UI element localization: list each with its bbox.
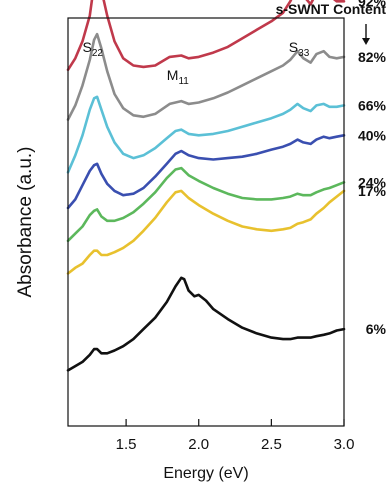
series-line-5 bbox=[66, 189, 346, 275]
peak-labels: S22 M11 S33 bbox=[83, 39, 310, 87]
content-header: s-SWNT Content bbox=[276, 1, 387, 17]
peak-label-0: S22 bbox=[83, 39, 104, 59]
series-line-2 bbox=[66, 95, 346, 174]
series-label-2: 66% bbox=[358, 97, 387, 113]
series-label-5: 17% bbox=[358, 183, 387, 199]
series-line-4 bbox=[66, 166, 346, 243]
series-line-0 bbox=[66, 0, 346, 72]
series-label-0: 92% bbox=[358, 0, 387, 9]
series-line-1 bbox=[66, 32, 346, 121]
x-tick-label-3: 3.0 bbox=[334, 436, 355, 453]
x-tick-label-0: 1.5 bbox=[116, 436, 137, 453]
peak-label-1: M11 bbox=[167, 67, 189, 87]
series-label-4: 24% bbox=[358, 174, 387, 190]
series-label-6: 6% bbox=[366, 321, 387, 337]
series-label-3: 40% bbox=[358, 127, 387, 143]
x-axis-title: Energy (eV) bbox=[163, 465, 248, 482]
series-line-6 bbox=[66, 276, 346, 372]
y-axis-title: Absorbance (a.u.) bbox=[15, 146, 36, 297]
x-tick-label-2: 2.5 bbox=[261, 436, 282, 453]
series-lines bbox=[66, 0, 346, 372]
peak-label-2: S33 bbox=[289, 39, 310, 59]
down-arrow-icon bbox=[362, 24, 370, 45]
series-label-1: 82% bbox=[358, 49, 387, 65]
plot-frame bbox=[67, 17, 345, 427]
x-tick-label-1: 2.0 bbox=[188, 436, 209, 453]
series-line-3 bbox=[66, 134, 346, 210]
x-axis-ticks: 1.5 2.0 2.5 3.0 bbox=[116, 419, 355, 453]
series-labels: 92% 82% 66% 40% 24%17% 6% bbox=[358, 0, 387, 337]
